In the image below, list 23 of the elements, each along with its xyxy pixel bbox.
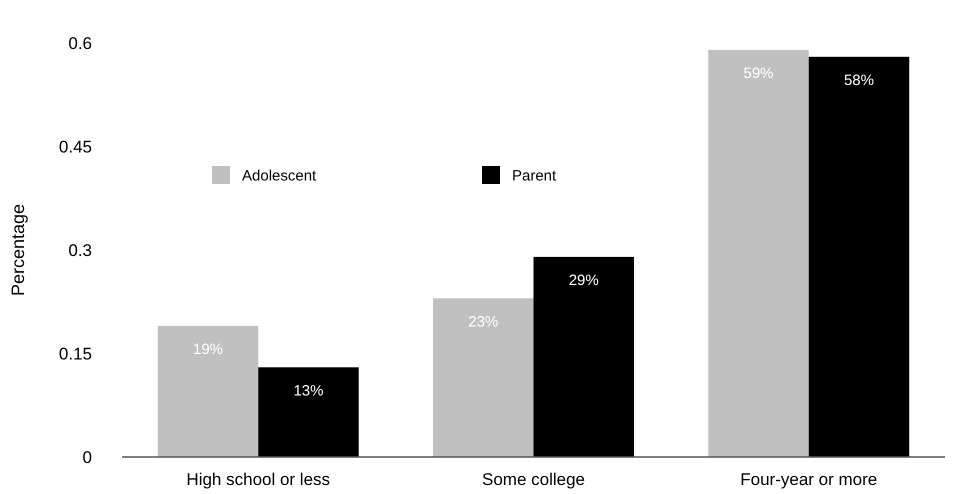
x-tick-label: Four-year or more — [740, 470, 878, 489]
bar — [534, 256, 634, 457]
y-tick-label: 0 — [82, 448, 92, 467]
data-label: 29% — [568, 272, 599, 289]
y-tick-label: 0.6 — [68, 34, 92, 53]
y-axis-title: Percentage — [8, 204, 28, 296]
data-label: 58% — [844, 72, 874, 89]
data-label: 59% — [744, 64, 774, 82]
y-tick-label: 0.15 — [58, 344, 92, 364]
legend-label: Parent — [512, 167, 558, 184]
x-tick-label: High school or less — [186, 470, 330, 489]
y-tick-label: 0.3 — [68, 240, 92, 260]
bar — [158, 326, 258, 457]
bar — [433, 298, 534, 457]
data-label: 19% — [193, 340, 224, 358]
bar — [808, 56, 910, 457]
x-tick-label: Some college — [482, 470, 586, 489]
bar — [258, 367, 359, 457]
legend-label: Adolescent — [242, 167, 318, 184]
data-label: 13% — [293, 382, 324, 400]
y-tick-label: 0.45 — [58, 137, 92, 156]
bar — [708, 50, 809, 457]
data-label: 23% — [468, 313, 498, 330]
